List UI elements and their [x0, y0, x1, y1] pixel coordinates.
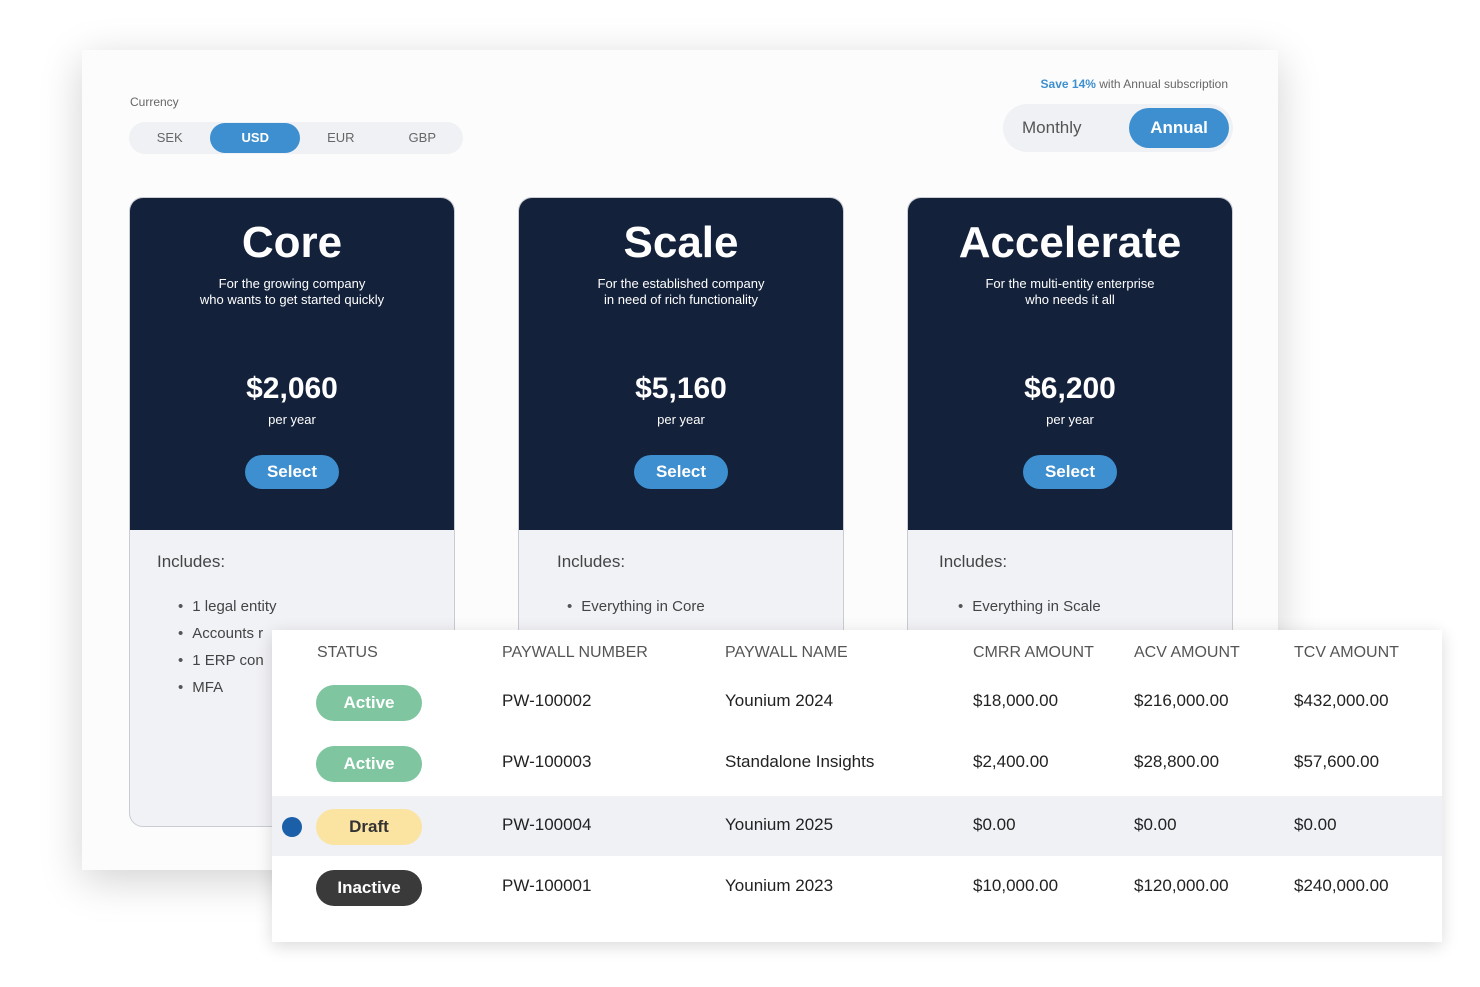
feature-item: 1 ERP con [178, 652, 454, 679]
cmrr-amount: $0.00 [973, 815, 1016, 834]
paywall-name: Standalone Insights [725, 752, 875, 771]
savings-percent: Save 14% [1040, 77, 1096, 91]
paywall-name: Younium 2024 [725, 691, 834, 710]
table-row[interactable]: Active PW-100003 Standalone Insights $2,400… [272, 733, 1442, 793]
monthly-option[interactable]: Monthly [1022, 118, 1082, 137]
table-row[interactable]: Draft PW-100004 Younium 2025 $0.00 $0.00 $0.0… [272, 796, 1442, 856]
header-tcv: TCV AMOUNT [1294, 644, 1399, 661]
currency-label: Currency [130, 95, 179, 109]
cmrr-amount: $18,000.00 [973, 691, 1059, 710]
feature-item: Everything in Scale [958, 598, 1232, 625]
paywall-number: PW-100001 [502, 876, 592, 895]
selected-indicator-icon [282, 817, 302, 837]
paywall-number: PW-100002 [502, 691, 592, 710]
currency-selector: SEK USD EUR GBP [129, 122, 463, 154]
feature-list: Everything in Core [567, 598, 843, 625]
header-acv: ACV AMOUNT [1134, 644, 1240, 661]
select-accelerate-button[interactable]: Select [1023, 455, 1117, 489]
acv-amount: $216,000.00 [1134, 691, 1229, 710]
acv-amount: $0.00 [1134, 815, 1177, 834]
savings-text: with Annual subscription [1095, 77, 1228, 91]
table-row[interactable]: Active PW-100002 Younium 2024 $18,000.00 $21… [272, 672, 1442, 732]
includes-label: Includes: [939, 552, 1008, 571]
paywall-name: Younium 2023 [725, 876, 834, 895]
feature-item: Everything in Core [567, 598, 843, 625]
currency-usd[interactable]: USD [210, 123, 301, 153]
plan-subtitle: For the established company in need of r… [597, 276, 765, 307]
status-badge: Active [316, 746, 422, 782]
acv-amount: $120,000.00 [1134, 876, 1229, 895]
plan-subtitle: For the multi-entity enterprise who need… [985, 276, 1155, 307]
plan-period: per year [1046, 412, 1094, 427]
plan-name: Accelerate [958, 218, 1182, 267]
feature-list: Everything in Scale [958, 598, 1232, 625]
feature-item: Accounts r [178, 625, 454, 652]
plan-price: $5,160 [635, 372, 727, 405]
status-badge: Active [316, 685, 422, 721]
plan-card-scale: Scale For the established company in nee… [518, 197, 844, 827]
currency-gbp[interactable]: GBP [408, 130, 436, 145]
header-paywall-number: PAYWALL NUMBER [502, 644, 648, 661]
paywall-number: PW-100004 [502, 815, 592, 834]
tcv-amount: $0.00 [1294, 815, 1337, 834]
cmrr-amount: $2,400.00 [973, 752, 1049, 771]
tcv-amount: $432,000.00 [1294, 691, 1389, 710]
billing-period-toggle: Monthly Annual [1003, 104, 1233, 152]
includes-label: Includes: [557, 552, 626, 571]
paywall-table: STATUS PAYWALL NUMBER PAYWALL NAME CMRR … [272, 630, 1442, 942]
includes-label: Includes: [157, 552, 226, 571]
plan-period: per year [268, 412, 316, 427]
header-cmrr: CMRR AMOUNT [973, 644, 1094, 661]
currency-sek[interactable]: SEK [156, 130, 183, 145]
tcv-amount: $57,600.00 [1294, 752, 1380, 771]
feature-item: 1 legal entity [178, 598, 454, 625]
feature-list: 1 legal entity Accounts r 1 ERP con MFA [178, 598, 454, 706]
feature-item: MFA [178, 679, 454, 706]
plan-period: per year [657, 412, 705, 427]
header-status: STATUS [317, 644, 378, 661]
cmrr-amount: $10,000.00 [973, 876, 1059, 895]
table-row[interactable]: Inactive PW-100001 Younium 2023 $10,000.00 $… [272, 857, 1442, 917]
header-paywall-name: PAYWALL NAME [725, 644, 848, 661]
plan-price: $2,060 [246, 372, 338, 405]
annual-option[interactable]: Annual [1129, 108, 1229, 148]
paywall-number: PW-100003 [502, 752, 592, 771]
annual-savings-note: Save 14% with Annual subscription [1041, 77, 1228, 91]
select-scale-button[interactable]: Select [634, 455, 728, 489]
plan-name: Scale [623, 218, 739, 267]
currency-eur[interactable]: EUR [327, 130, 355, 145]
status-badge: Inactive [316, 870, 422, 906]
plan-subtitle: For the growing company who wants to get… [199, 276, 385, 307]
paywall-name: Younium 2025 [725, 815, 834, 834]
select-core-button[interactable]: Select [245, 455, 339, 489]
plan-price: $6,200 [1024, 372, 1116, 405]
acv-amount: $28,800.00 [1134, 752, 1220, 771]
tcv-amount: $240,000.00 [1294, 876, 1389, 895]
plan-name: Core [241, 218, 343, 267]
status-badge: Draft [316, 809, 422, 845]
